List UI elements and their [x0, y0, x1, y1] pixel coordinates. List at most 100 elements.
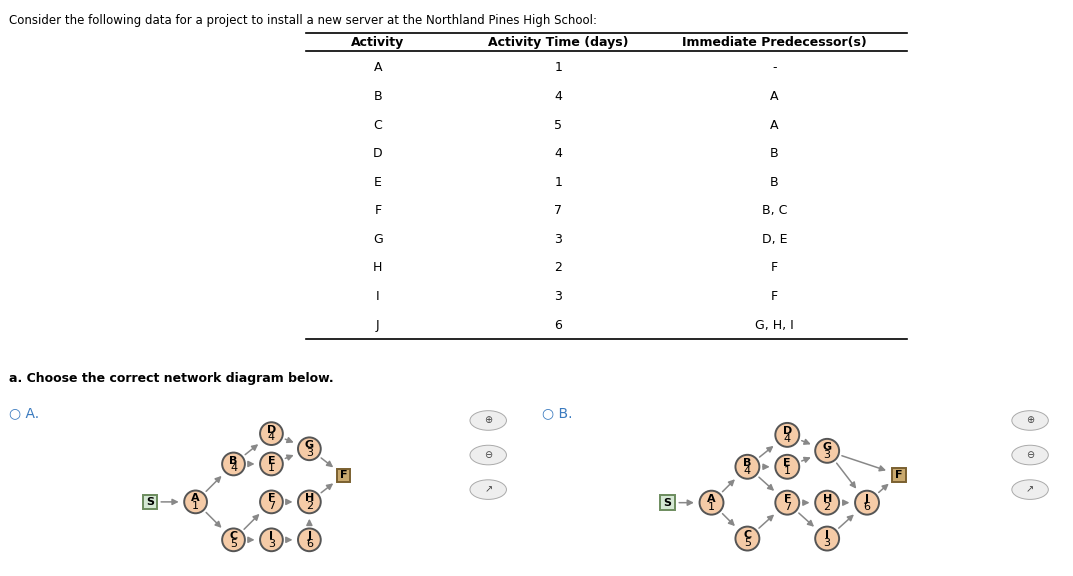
Text: 4: 4: [783, 434, 791, 444]
Text: B: B: [230, 456, 238, 465]
Text: F: F: [783, 494, 791, 504]
Text: 1: 1: [192, 501, 200, 511]
Text: B: B: [373, 90, 382, 103]
Circle shape: [776, 491, 799, 514]
Circle shape: [776, 455, 799, 479]
Circle shape: [776, 423, 799, 447]
Circle shape: [815, 526, 839, 551]
Text: 2: 2: [306, 501, 313, 511]
Text: E: E: [783, 458, 791, 468]
Text: ○ B.: ○ B.: [542, 406, 572, 420]
Text: 3: 3: [824, 537, 831, 548]
Text: C: C: [230, 532, 237, 541]
Text: F: F: [374, 204, 382, 217]
Text: 2: 2: [555, 262, 562, 275]
Text: G, H, I: G, H, I: [755, 319, 794, 332]
Text: 1: 1: [555, 61, 562, 74]
Text: F: F: [895, 470, 902, 480]
Text: 6: 6: [864, 502, 870, 511]
Text: C: C: [744, 530, 751, 540]
Text: F: F: [340, 471, 348, 480]
Text: 5: 5: [744, 537, 751, 548]
Circle shape: [815, 439, 839, 463]
Text: 7: 7: [783, 502, 791, 511]
Circle shape: [298, 491, 321, 513]
Text: H: H: [373, 262, 383, 275]
Circle shape: [260, 491, 283, 513]
Text: 4: 4: [230, 463, 237, 473]
Text: J: J: [865, 494, 869, 504]
FancyBboxPatch shape: [892, 468, 906, 482]
Text: J: J: [307, 532, 311, 541]
Text: G: G: [373, 233, 383, 246]
Text: 4: 4: [555, 147, 562, 160]
Text: J: J: [377, 319, 380, 332]
Text: E: E: [267, 456, 276, 465]
Text: 1: 1: [708, 502, 715, 511]
Circle shape: [735, 526, 760, 551]
Text: a. Choose the correct network diagram below.: a. Choose the correct network diagram be…: [9, 372, 334, 385]
Text: D, E: D, E: [762, 233, 788, 246]
Text: C: C: [373, 119, 382, 131]
Text: 3: 3: [824, 450, 831, 460]
Circle shape: [185, 491, 207, 513]
Text: B: B: [770, 176, 779, 189]
Text: ⊖: ⊖: [484, 450, 493, 460]
Text: D: D: [782, 426, 792, 436]
Text: B: B: [744, 458, 751, 468]
Text: A: A: [770, 119, 779, 131]
Text: H: H: [823, 494, 832, 504]
Circle shape: [260, 453, 283, 475]
Text: I: I: [825, 530, 829, 540]
Text: -: -: [773, 61, 777, 74]
Text: D: D: [267, 425, 276, 435]
Circle shape: [222, 528, 245, 551]
Text: ○ A.: ○ A.: [9, 406, 39, 420]
Text: 1: 1: [268, 463, 275, 473]
Text: S: S: [146, 497, 155, 507]
Text: A: A: [373, 61, 382, 74]
Text: 6: 6: [555, 319, 562, 332]
Text: ⊕: ⊕: [484, 415, 493, 426]
Text: F: F: [770, 290, 778, 303]
Circle shape: [222, 453, 245, 475]
Circle shape: [700, 491, 723, 514]
Text: G: G: [305, 441, 314, 450]
Text: ⊕: ⊕: [1026, 415, 1034, 426]
FancyBboxPatch shape: [661, 495, 675, 510]
FancyBboxPatch shape: [143, 495, 157, 509]
Text: Activity Time (days): Activity Time (days): [488, 36, 629, 48]
Text: G: G: [823, 442, 832, 452]
Text: 5: 5: [554, 119, 562, 131]
Text: E: E: [374, 176, 382, 189]
Circle shape: [815, 491, 839, 514]
Text: A: A: [191, 494, 200, 503]
Text: 3: 3: [555, 290, 562, 303]
Text: 4: 4: [268, 433, 275, 442]
Text: 1: 1: [555, 176, 562, 189]
Text: 4: 4: [744, 466, 751, 476]
Circle shape: [735, 455, 760, 479]
Text: A: A: [770, 90, 779, 103]
Text: 3: 3: [306, 448, 313, 457]
Text: H: H: [305, 494, 314, 503]
Text: ↗: ↗: [1026, 484, 1034, 495]
Text: B, C: B, C: [762, 204, 788, 217]
Text: Immediate Predecessor(s): Immediate Predecessor(s): [682, 36, 867, 48]
Circle shape: [855, 491, 879, 514]
Circle shape: [260, 422, 283, 445]
Text: 3: 3: [268, 539, 275, 548]
Text: 6: 6: [306, 539, 313, 548]
FancyBboxPatch shape: [337, 468, 351, 482]
Text: D: D: [373, 147, 383, 160]
Text: I: I: [377, 290, 380, 303]
Circle shape: [298, 437, 321, 460]
Text: 7: 7: [554, 204, 562, 217]
Circle shape: [260, 528, 283, 551]
Text: 3: 3: [555, 233, 562, 246]
Text: Consider the following data for a project to install a new server at the Northla: Consider the following data for a projec…: [9, 14, 597, 28]
Text: B: B: [770, 147, 779, 160]
Text: 7: 7: [268, 501, 275, 511]
Text: 5: 5: [230, 539, 237, 548]
Text: F: F: [267, 494, 275, 503]
